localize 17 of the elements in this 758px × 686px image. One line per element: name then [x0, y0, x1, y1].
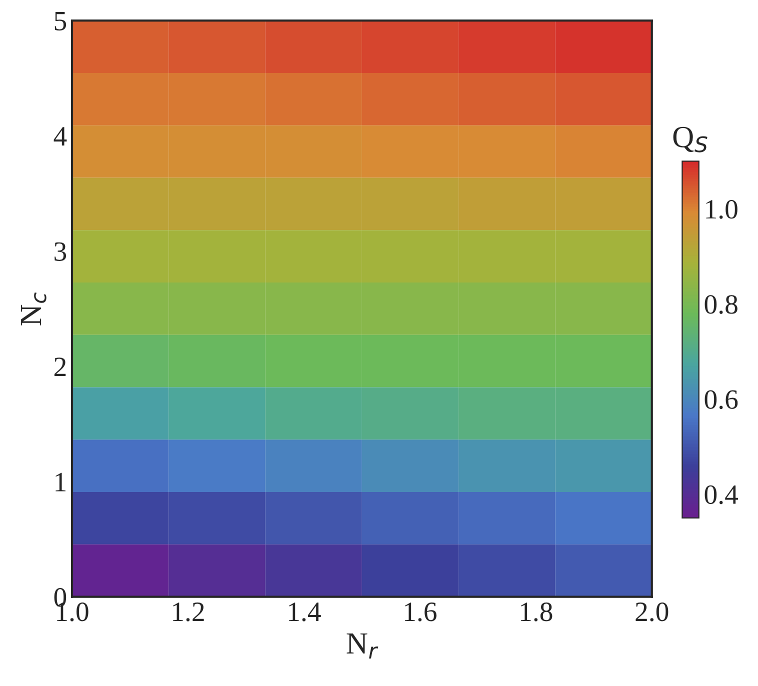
- y-tick-label: 4: [54, 127, 67, 146]
- y-tick-label: 1: [56, 472, 66, 492]
- x-tick-label: 1.2: [173, 602, 204, 622]
- x-tick-label: 2.0: [636, 602, 668, 622]
- x-tick-label: 1.4: [289, 602, 321, 622]
- y-tick-label: 5: [54, 12, 66, 30]
- y-tick-label: 2: [54, 358, 66, 376]
- y-axis-title: N$_{c}$: [21, 292, 46, 326]
- color-bar-label: 0.6: [704, 390, 738, 410]
- x-tick-label: 1.6: [405, 602, 436, 622]
- color-bar-label: 1.0: [706, 200, 738, 219]
- color-bar-label: 0.4: [704, 485, 738, 504]
- y-tick-label: 3: [54, 242, 66, 261]
- color-bar-label: 0.8: [704, 295, 738, 314]
- x-axis-title: N$_{r}$: [346, 633, 378, 658]
- color-bar-title: Q$_{S}$: [673, 126, 708, 152]
- x-tick-label: 1.8: [520, 602, 552, 622]
